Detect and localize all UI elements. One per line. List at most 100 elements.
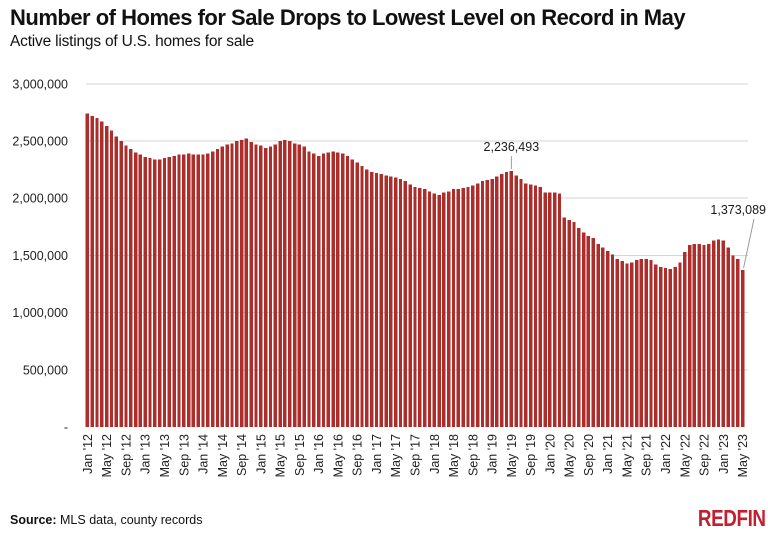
bar	[268, 146, 273, 427]
bar	[95, 118, 99, 428]
bar	[389, 176, 393, 427]
x-tick-label: May '22	[678, 434, 692, 477]
bar	[215, 149, 220, 427]
annotation-label: 2,236,493	[484, 140, 540, 154]
bar	[687, 245, 692, 427]
bar	[644, 258, 648, 427]
bar	[162, 158, 167, 427]
bar	[668, 269, 673, 427]
x-tick-label: Sep '19	[524, 434, 538, 476]
bar	[336, 152, 340, 427]
y-tick-label: 2,000,000	[12, 192, 68, 206]
bar	[235, 141, 239, 427]
bar	[225, 144, 229, 427]
bar	[548, 192, 552, 427]
bar	[480, 181, 485, 427]
bar	[394, 177, 398, 427]
bar	[702, 245, 706, 427]
bar	[114, 136, 118, 428]
bar	[683, 251, 687, 427]
bar	[610, 254, 615, 427]
bar	[630, 262, 634, 427]
chart-title: Number of Homes for Sale Drops to Lowest…	[10, 5, 686, 30]
bar	[740, 269, 745, 427]
bar	[109, 130, 114, 427]
x-tick-label: Sep '12	[119, 434, 133, 476]
bar	[634, 259, 639, 427]
bar	[577, 227, 581, 427]
bar	[716, 239, 721, 427]
bar	[273, 144, 277, 427]
bar	[138, 154, 143, 428]
x-tick-label: May '21	[620, 434, 634, 477]
bar	[731, 255, 735, 427]
bar	[369, 171, 374, 427]
annotation: 1,373,089	[710, 203, 766, 269]
bar	[422, 189, 427, 427]
bar	[167, 157, 171, 427]
x-tick-label: Sep '14	[235, 434, 249, 476]
x-tick-label: May '12	[100, 434, 114, 477]
bar	[350, 159, 355, 428]
annotation: 2,236,493	[484, 140, 540, 170]
bar	[360, 166, 364, 428]
bar	[374, 173, 379, 427]
bar	[331, 151, 335, 428]
x-tick-label: Sep '16	[351, 434, 365, 476]
bar	[186, 153, 191, 427]
bar	[524, 183, 528, 427]
bar	[509, 171, 514, 427]
x-tick-label: Sep '13	[177, 434, 191, 476]
bar	[466, 186, 470, 427]
bar	[553, 192, 557, 427]
bar	[721, 240, 726, 427]
bar	[365, 169, 369, 427]
bar	[432, 193, 436, 427]
x-tick-label: Jan '16	[312, 434, 326, 474]
bar	[485, 179, 489, 427]
bar	[620, 261, 624, 427]
bar	[321, 153, 326, 427]
bar	[442, 192, 446, 427]
x-tick-label: Sep '18	[466, 434, 480, 476]
bar	[649, 259, 653, 427]
bar	[182, 154, 186, 428]
source-note: Source: MLS data, county records	[10, 513, 202, 527]
bar	[581, 232, 586, 427]
bar	[471, 185, 475, 427]
bar	[143, 157, 147, 427]
bar	[403, 181, 408, 427]
bar	[148, 158, 152, 427]
bar	[586, 235, 591, 427]
bar	[297, 144, 302, 427]
bars	[85, 113, 745, 428]
bar	[447, 191, 451, 427]
bar	[673, 266, 677, 427]
x-tick-label: May '14	[216, 434, 230, 477]
gridlines	[86, 83, 748, 371]
bar	[177, 154, 181, 428]
bar	[591, 238, 595, 427]
bar	[615, 258, 620, 427]
bar	[712, 240, 716, 427]
bar	[736, 258, 740, 427]
bar	[259, 145, 263, 427]
bar	[172, 155, 176, 427]
bar	[601, 247, 605, 427]
bar	[210, 151, 215, 428]
bar	[191, 154, 196, 428]
bar	[201, 154, 205, 428]
y-axis-labels: 3,000,000 2,500,000 2,000,000 1,500,000 1,00…	[12, 77, 68, 434]
bar	[278, 141, 282, 427]
bar	[398, 178, 403, 427]
bar	[312, 153, 316, 427]
bar	[288, 141, 292, 427]
bar	[572, 222, 576, 427]
bar	[596, 243, 600, 427]
x-tick-label: Jan '14	[197, 434, 211, 474]
x-tick-label: Jan '18	[428, 434, 442, 474]
x-tick-label: May '19	[505, 434, 519, 477]
bar	[726, 247, 730, 427]
x-tick-label: Jan '23	[717, 434, 731, 474]
bar	[678, 262, 682, 427]
